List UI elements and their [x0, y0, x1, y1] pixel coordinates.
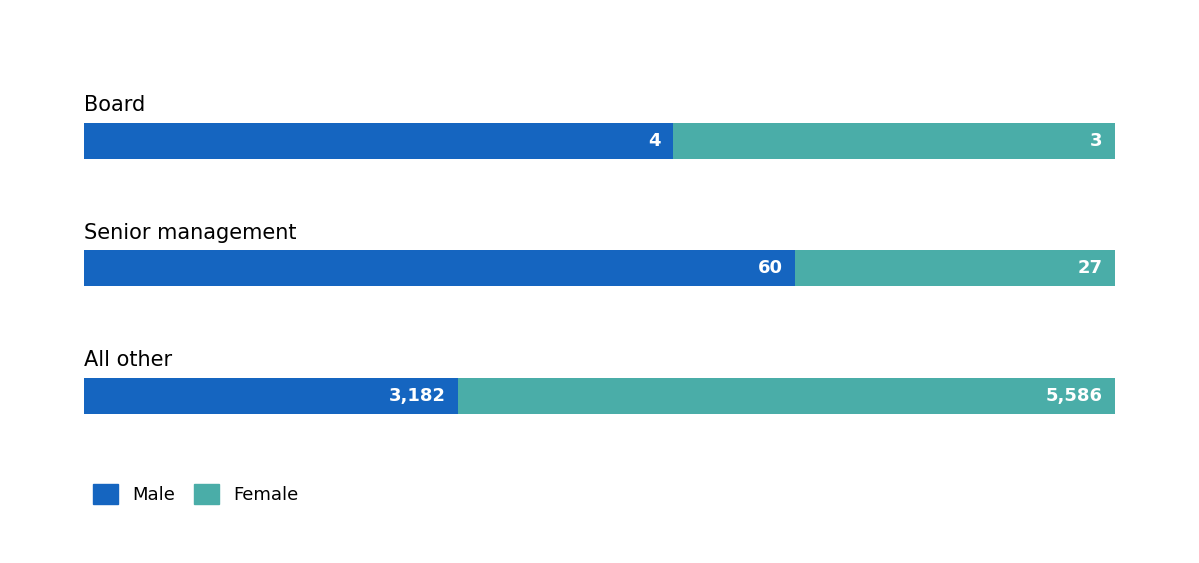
Text: Board: Board [84, 95, 145, 115]
Text: 4: 4 [649, 132, 661, 150]
Bar [84, 378, 458, 413]
Text: 60: 60 [758, 259, 783, 277]
Text: Senior management: Senior management [84, 223, 296, 243]
Bar [84, 123, 673, 159]
Bar [84, 251, 795, 286]
Text: All other: All other [84, 350, 171, 370]
Bar [458, 378, 1115, 413]
Bar [673, 123, 1115, 159]
Text: 27: 27 [1078, 259, 1103, 277]
Text: 5,586: 5,586 [1046, 387, 1103, 405]
Text: 3,182: 3,182 [388, 387, 446, 405]
Legend: Male, Female: Male, Female [94, 484, 299, 504]
Text: 3: 3 [1090, 132, 1103, 150]
Bar [795, 251, 1115, 286]
